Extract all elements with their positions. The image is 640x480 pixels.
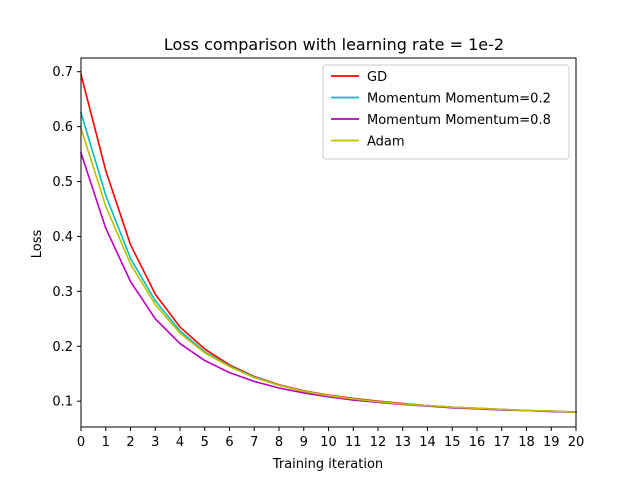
legend-label-4: Adam (367, 135, 405, 150)
x-tick-label: 9 (300, 435, 308, 450)
y-axis-label: Loss (30, 230, 45, 259)
x-tick-label: 6 (225, 435, 233, 450)
y-tick-label: 0.6 (52, 120, 73, 135)
x-tick-label: 10 (320, 435, 337, 450)
y-tick-label: 0.3 (52, 285, 73, 300)
legend-label-2: Momentum Momentum=0.2 (367, 92, 551, 107)
x-tick-label: 3 (151, 435, 159, 450)
legend-label-3: Momentum Momentum=0.8 (367, 113, 551, 128)
x-tick-label: 1 (102, 435, 110, 450)
x-tick-label: 14 (419, 435, 436, 450)
x-tick-label: 17 (493, 435, 510, 450)
legend-box (322, 64, 570, 160)
x-axis-label: Training iteration (272, 457, 383, 472)
x-tick-label: 20 (568, 435, 585, 450)
legend-label-1: GD (367, 70, 387, 85)
x-tick-label: 5 (201, 435, 209, 450)
y-tick-label: 0.1 (52, 395, 73, 410)
x-tick-label: 16 (469, 435, 486, 450)
x-tick-label: 19 (543, 435, 560, 450)
x-tick-label: 15 (444, 435, 461, 450)
y-tick-label: 0.2 (52, 340, 73, 355)
x-tick-label: 12 (370, 435, 387, 450)
chart-title: Loss comparison with learning rate = 1e-… (164, 35, 504, 54)
plot-area: 0 1 2 3 4 5 6 7 8 9 10 11 12 13 14 15 16 17 18 19 200.10.20.… (52, 57, 585, 450)
x-tick-label: 0 (77, 435, 85, 450)
x-tick-label: 7 (250, 435, 258, 450)
series-line-4 (79, 127, 577, 414)
y-tick-label: 0.4 (52, 230, 73, 245)
x-tick-label: 13 (394, 435, 411, 450)
x-tick-label: 11 (345, 435, 362, 450)
legend: GD Momentum Momentum=0.2 Momentum Momentum… (322, 64, 570, 160)
y-tick-label: 0.5 (52, 175, 73, 190)
x-tick-label: 8 (275, 435, 283, 450)
x-tick-label: 18 (518, 435, 535, 450)
x-tick-label: 2 (126, 435, 134, 450)
x-tick-label: 4 (176, 435, 184, 450)
y-tick-label: 0.7 (52, 65, 73, 80)
